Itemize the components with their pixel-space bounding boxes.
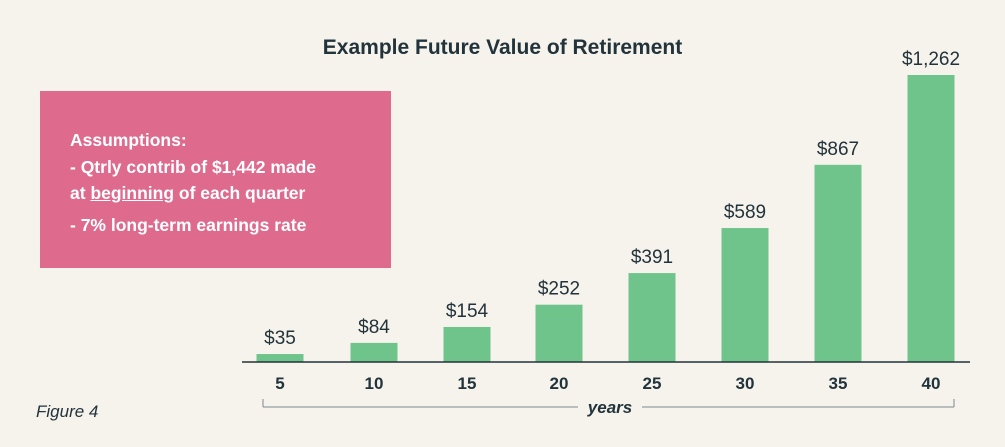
assumptions-heading: Assumptions: xyxy=(70,130,187,150)
assumption-contribution-prefix: at xyxy=(70,183,91,203)
bar-20 xyxy=(535,304,583,362)
chart-title: Example Future Value of Retirement xyxy=(322,36,683,59)
data-label-25: $391 xyxy=(631,247,673,268)
bar-5 xyxy=(256,354,304,362)
bar-40 xyxy=(907,75,955,362)
figure-label: Figure 4 xyxy=(36,402,99,421)
bar-25 xyxy=(628,273,676,362)
x-tick-label-15: 15 xyxy=(458,374,477,393)
x-tick-label-5: 5 xyxy=(275,374,284,393)
assumption-contribution-suffix: of each quarter xyxy=(174,183,306,203)
assumption-underlined-word: beginning xyxy=(90,183,175,203)
bar-30 xyxy=(721,228,769,362)
data-label-5: $35 xyxy=(264,328,296,349)
data-label-30: $589 xyxy=(724,202,766,223)
bar-35 xyxy=(814,164,862,362)
x-tick-label-20: 20 xyxy=(550,374,569,393)
assumption-contribution: - Qtrly contrib of $1,442 made at beginn… xyxy=(70,154,391,206)
x-tick-label-40: 40 xyxy=(922,374,941,393)
data-label-15: $154 xyxy=(446,301,489,322)
data-label-35: $867 xyxy=(817,139,859,160)
data-label-10: $84 xyxy=(358,317,390,338)
x-tick-label-10: 10 xyxy=(365,374,384,393)
bar-10 xyxy=(350,342,398,362)
assumptions-box: Assumptions: - Qtrly contrib of $1,442 m… xyxy=(40,91,391,268)
x-axis-label: years xyxy=(587,398,632,417)
x-tick-label-30: 30 xyxy=(736,374,755,393)
data-label-20: $252 xyxy=(538,279,580,300)
bar-15 xyxy=(443,326,491,362)
x-tick-label-35: 35 xyxy=(829,374,848,393)
data-label-40: $1,262 xyxy=(902,49,960,70)
assumption-contribution-line1: - Qtrly contrib of $1,442 made xyxy=(70,157,317,177)
x-tick-label-25: 25 xyxy=(643,374,662,393)
assumption-earnings-rate: - 7% long-term earnings rate xyxy=(70,215,307,235)
